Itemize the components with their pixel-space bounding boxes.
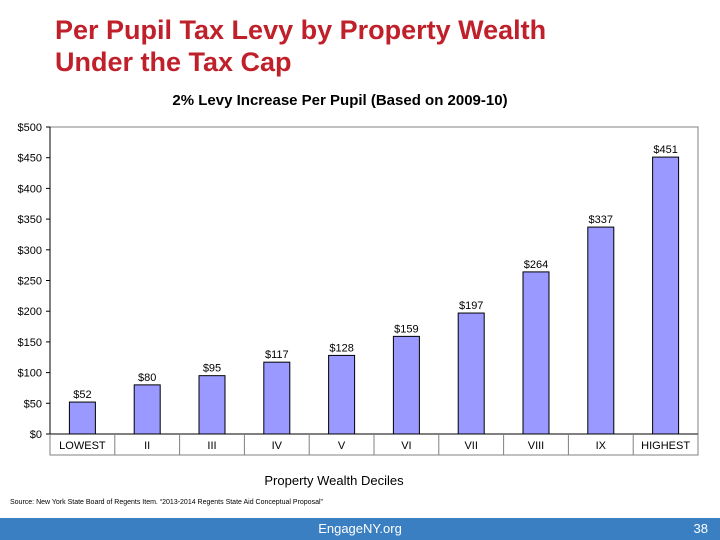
bar	[652, 156, 680, 435]
category-label: II	[144, 440, 150, 452]
category-label: VII	[464, 440, 477, 452]
source-note: Source: New York State Board of Regents …	[10, 499, 323, 506]
y-tick-label: $0	[30, 429, 42, 441]
data-label: $337	[589, 214, 613, 226]
category-label: V	[338, 440, 346, 452]
y-tick-label: $100	[18, 368, 42, 380]
y-tick-label: $500	[18, 122, 42, 134]
data-label: $451	[653, 144, 677, 156]
bar	[587, 226, 615, 435]
bar	[133, 384, 161, 435]
category-label: IV	[272, 440, 283, 452]
chart-title: 2% Levy Increase Per Pupil (Based on 200…	[172, 92, 508, 109]
bar	[392, 335, 420, 435]
y-tick-label: $300	[18, 245, 42, 257]
footer-bar: EngageNY.org 38	[0, 518, 720, 540]
bar	[457, 312, 485, 435]
y-tick-label: $400	[18, 183, 42, 195]
category-label: III	[207, 440, 216, 452]
y-tick-label: $250	[18, 276, 42, 288]
bar	[263, 361, 291, 435]
data-label: $159	[394, 323, 418, 335]
slide-title: Per Pupil Tax Levy by Property Wealth Un…	[55, 14, 695, 78]
y-tick-label: $150	[18, 337, 42, 349]
bar-chart: $0 $50 $100 $150 $200 $250 $300 $350 $400 $450 $50…	[18, 122, 699, 456]
y-tick-label: $50	[24, 398, 42, 410]
y-tick-label: $200	[18, 306, 42, 318]
data-label: $80	[138, 372, 156, 384]
page-number: 38	[693, 521, 708, 536]
category-label: LOWEST	[59, 440, 106, 452]
x-axis-label: Property Wealth Deciles	[264, 473, 404, 488]
slide-title-line-1: Per Pupil Tax Levy by Property Wealth	[55, 15, 547, 45]
bar	[68, 401, 96, 435]
bar	[328, 354, 356, 435]
data-label: $128	[329, 342, 353, 354]
data-label: $117	[265, 349, 289, 361]
slide-title-line-2: Under the Tax Cap	[55, 47, 292, 77]
footer-site-link[interactable]: EngageNY.org	[318, 521, 402, 536]
category-label: VI	[401, 440, 411, 452]
category-label: HIGHEST	[641, 440, 690, 452]
data-label: $95	[203, 363, 221, 375]
category-label: VIII	[528, 440, 545, 452]
bar	[522, 271, 550, 435]
bar	[198, 375, 226, 435]
data-label: $52	[73, 389, 91, 401]
y-tick-label: $450	[18, 153, 42, 165]
category-label: IX	[596, 440, 607, 452]
y-tick-label: $350	[18, 214, 42, 226]
data-label: $197	[459, 300, 483, 312]
data-label: $264	[524, 259, 548, 271]
